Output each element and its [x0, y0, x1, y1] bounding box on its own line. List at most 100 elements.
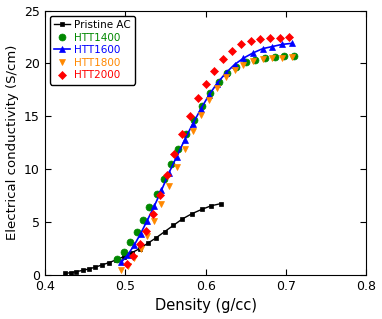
- Pristine AC: [68, 271, 73, 275]
- HTT1400: [184, 132, 189, 136]
- HTT2000: [204, 82, 209, 85]
- HTT1400: [134, 230, 139, 234]
- Pristine AC: [121, 255, 126, 258]
- HTT2000: [150, 212, 155, 216]
- HTT2000: [196, 96, 201, 100]
- HTT1600: [241, 56, 246, 60]
- X-axis label: Density (g/cc): Density (g/cc): [155, 299, 257, 314]
- Pristine AC: [80, 269, 85, 272]
- HTT2000: [131, 254, 136, 258]
- HTT1600: [125, 253, 130, 257]
- Pristine AC: [154, 236, 158, 240]
- HTT1600: [223, 71, 228, 75]
- HTT1800: [199, 113, 203, 117]
- HTT1400: [200, 104, 205, 108]
- HTT1600: [280, 42, 284, 46]
- Pristine AC: [162, 230, 167, 234]
- Line: HTT2000: HTT2000: [124, 34, 292, 267]
- HTT1600: [191, 122, 195, 126]
- Pristine AC: [190, 212, 194, 216]
- Pristine AC: [129, 251, 134, 255]
- HTT1400: [292, 54, 296, 57]
- HTT2000: [248, 39, 253, 43]
- HTT1800: [261, 57, 265, 61]
- HTT2000: [138, 242, 142, 246]
- HTT2000: [268, 36, 272, 40]
- HTT1400: [208, 91, 213, 95]
- HTT1600: [152, 204, 157, 208]
- HTT1400: [253, 58, 258, 62]
- HTT2000: [125, 263, 129, 266]
- HTT1800: [138, 247, 143, 250]
- HTT1400: [162, 177, 166, 181]
- HTT1400: [244, 61, 248, 64]
- HTT1800: [232, 68, 237, 72]
- HTT1800: [290, 55, 294, 59]
- HTT1400: [272, 55, 277, 59]
- Line: HTT1800: HTT1800: [118, 54, 295, 273]
- Legend: Pristine AC, HTT1400, HTT1600, HTT1800, HTT2000: Pristine AC, HTT1400, HTT1600, HTT1800, …: [50, 16, 135, 85]
- Pristine AC: [138, 247, 142, 250]
- HTT1800: [152, 219, 157, 223]
- HTT1600: [251, 51, 256, 55]
- HTT2000: [165, 173, 169, 176]
- HTT1600: [270, 45, 275, 48]
- HTT1400: [154, 192, 159, 196]
- HTT1800: [223, 75, 228, 79]
- HTT1800: [175, 165, 179, 169]
- Line: HTT1600: HTT1600: [118, 40, 295, 266]
- HTT1600: [159, 189, 164, 192]
- HTT1600: [175, 155, 179, 159]
- HTT1600: [132, 243, 136, 247]
- HTT1600: [207, 93, 211, 97]
- HTT1400: [147, 205, 152, 209]
- HTT2000: [144, 229, 149, 233]
- HTT2000: [212, 69, 217, 73]
- HTT1800: [270, 56, 275, 60]
- Pristine AC: [209, 204, 214, 208]
- Pristine AC: [93, 265, 98, 269]
- HTT2000: [172, 152, 176, 156]
- HTT2000: [180, 132, 185, 136]
- HTT1400: [282, 54, 287, 58]
- HTT1600: [119, 260, 123, 264]
- HTT1800: [251, 59, 256, 63]
- HTT1800: [241, 63, 246, 66]
- HTT1400: [128, 240, 132, 244]
- HTT1400: [169, 162, 173, 166]
- HTT1400: [121, 250, 126, 254]
- HTT1600: [138, 232, 143, 236]
- HTT1400: [234, 65, 238, 69]
- HTT1600: [290, 41, 294, 45]
- HTT1800: [125, 263, 130, 267]
- HTT1600: [145, 219, 149, 223]
- HTT1600: [167, 172, 171, 175]
- HTT1800: [119, 268, 123, 272]
- Pristine AC: [74, 270, 78, 274]
- Pristine AC: [146, 241, 150, 245]
- HTT1400: [115, 257, 120, 261]
- HTT2000: [221, 57, 226, 61]
- HTT1400: [176, 147, 181, 151]
- HTT2000: [188, 115, 193, 118]
- HTT2000: [258, 37, 262, 41]
- HTT1400: [225, 71, 230, 75]
- Line: HTT1400: HTT1400: [114, 52, 298, 263]
- HTT1600: [199, 107, 203, 111]
- Pristine AC: [114, 258, 119, 262]
- HTT2000: [230, 49, 235, 53]
- HTT1800: [215, 86, 219, 90]
- HTT1600: [183, 138, 187, 142]
- Y-axis label: Electrical conductivity (S/cm): Electrical conductivity (S/cm): [6, 45, 19, 241]
- HTT1800: [132, 256, 136, 260]
- HTT1400: [141, 218, 145, 222]
- HTT1600: [261, 47, 265, 50]
- Pristine AC: [199, 208, 204, 211]
- Pristine AC: [100, 263, 104, 267]
- Pristine AC: [87, 267, 91, 271]
- Pristine AC: [180, 217, 185, 221]
- HTT2000: [157, 193, 162, 197]
- HTT1800: [145, 234, 149, 238]
- HTT2000: [287, 35, 291, 39]
- HTT1800: [167, 184, 171, 188]
